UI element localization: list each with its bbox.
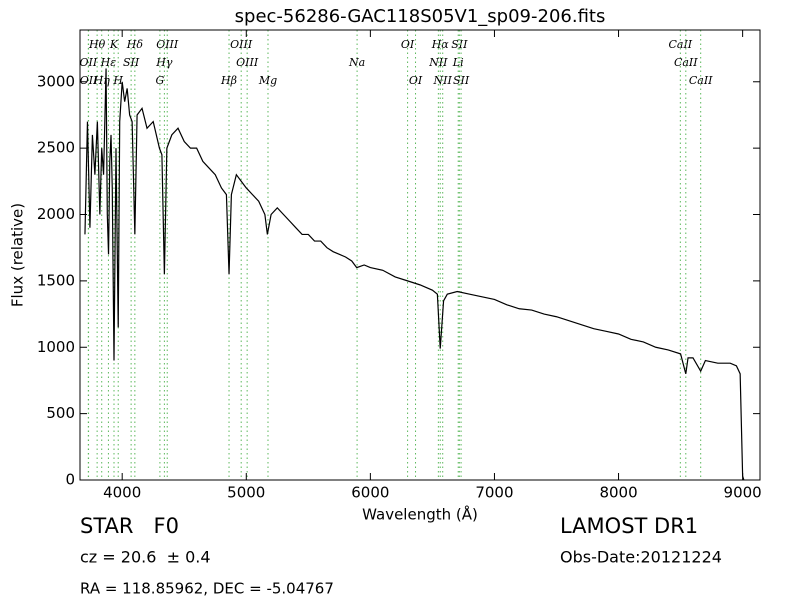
spectral-line-label: OII <box>80 74 98 87</box>
x-tick-label: 9000 <box>724 484 762 502</box>
spectral-line-label: OI <box>401 38 415 51</box>
spectral-line-label: OI <box>409 74 423 87</box>
spectral-line-label: SII <box>451 38 468 51</box>
spectral-line-label: Hη <box>93 74 111 87</box>
y-axis-label: Flux (relative) <box>9 203 27 307</box>
object-type: STAR F0 <box>80 514 179 538</box>
y-tick-label: 1000 <box>37 338 75 356</box>
x-tick-label: 7000 <box>475 484 513 502</box>
spectral-line-label: Hα <box>431 38 450 51</box>
spectral-line-label: Na <box>348 56 365 69</box>
x-axis-label: Wavelength (Å) <box>362 505 478 524</box>
chart-title: spec-56286-GAC118S05V1_sp09-206.fits <box>235 6 606 27</box>
plot-frame <box>79 29 761 481</box>
x-tick-label: 6000 <box>351 484 389 502</box>
y-tick-label: 1500 <box>37 271 75 289</box>
spectral-line-label: NII <box>433 74 453 87</box>
spectral-line-label: SII <box>123 56 140 69</box>
spectral-line-label: Hθ <box>88 38 106 51</box>
x-tick-label: 8000 <box>599 484 637 502</box>
spectral-line-label: OIII <box>156 38 179 51</box>
y-tick-label: 500 <box>46 404 75 422</box>
spectral-line-label: G <box>156 74 165 87</box>
spectral-line-label: Hβ <box>220 74 237 87</box>
spectral-line-label: OIII <box>230 38 253 51</box>
spectrum-line <box>84 68 745 481</box>
spectral-line-label: CaII <box>689 74 713 87</box>
spectral-line-label: Hγ <box>155 56 173 69</box>
y-tick-label: 2000 <box>37 205 75 223</box>
x-tick-label: 5000 <box>227 484 265 502</box>
coordinates: RA = 118.85962, DEC = -5.04767 <box>80 580 334 598</box>
spectral-line-label: CaII <box>668 38 692 51</box>
spectral-line-label: NII <box>428 56 448 69</box>
x-tick-label: 4000 <box>103 484 141 502</box>
spectral-line-label: Mg <box>258 74 277 87</box>
survey: LAMOST DR1 <box>560 514 698 538</box>
spectral-line-label: Hδ <box>126 38 144 51</box>
y-tick-label: 3000 <box>37 72 75 90</box>
redshift: cz = 20.6 ± 0.4 <box>80 548 211 567</box>
y-tick-label: 0 <box>65 471 75 489</box>
spectral-line-label: K <box>109 38 119 51</box>
spectral-line-label: SII <box>453 74 470 87</box>
spectral-line-label: CaII <box>674 56 698 69</box>
spectral-line-label: Li <box>452 56 464 69</box>
y-tick-label: 2500 <box>37 139 75 157</box>
obs-date: Obs-Date:20121224 <box>560 548 722 567</box>
spectral-line-label: OIII <box>236 56 259 69</box>
spectral-line-label: Hε <box>100 56 117 69</box>
spectral-line-label: H <box>112 74 123 87</box>
